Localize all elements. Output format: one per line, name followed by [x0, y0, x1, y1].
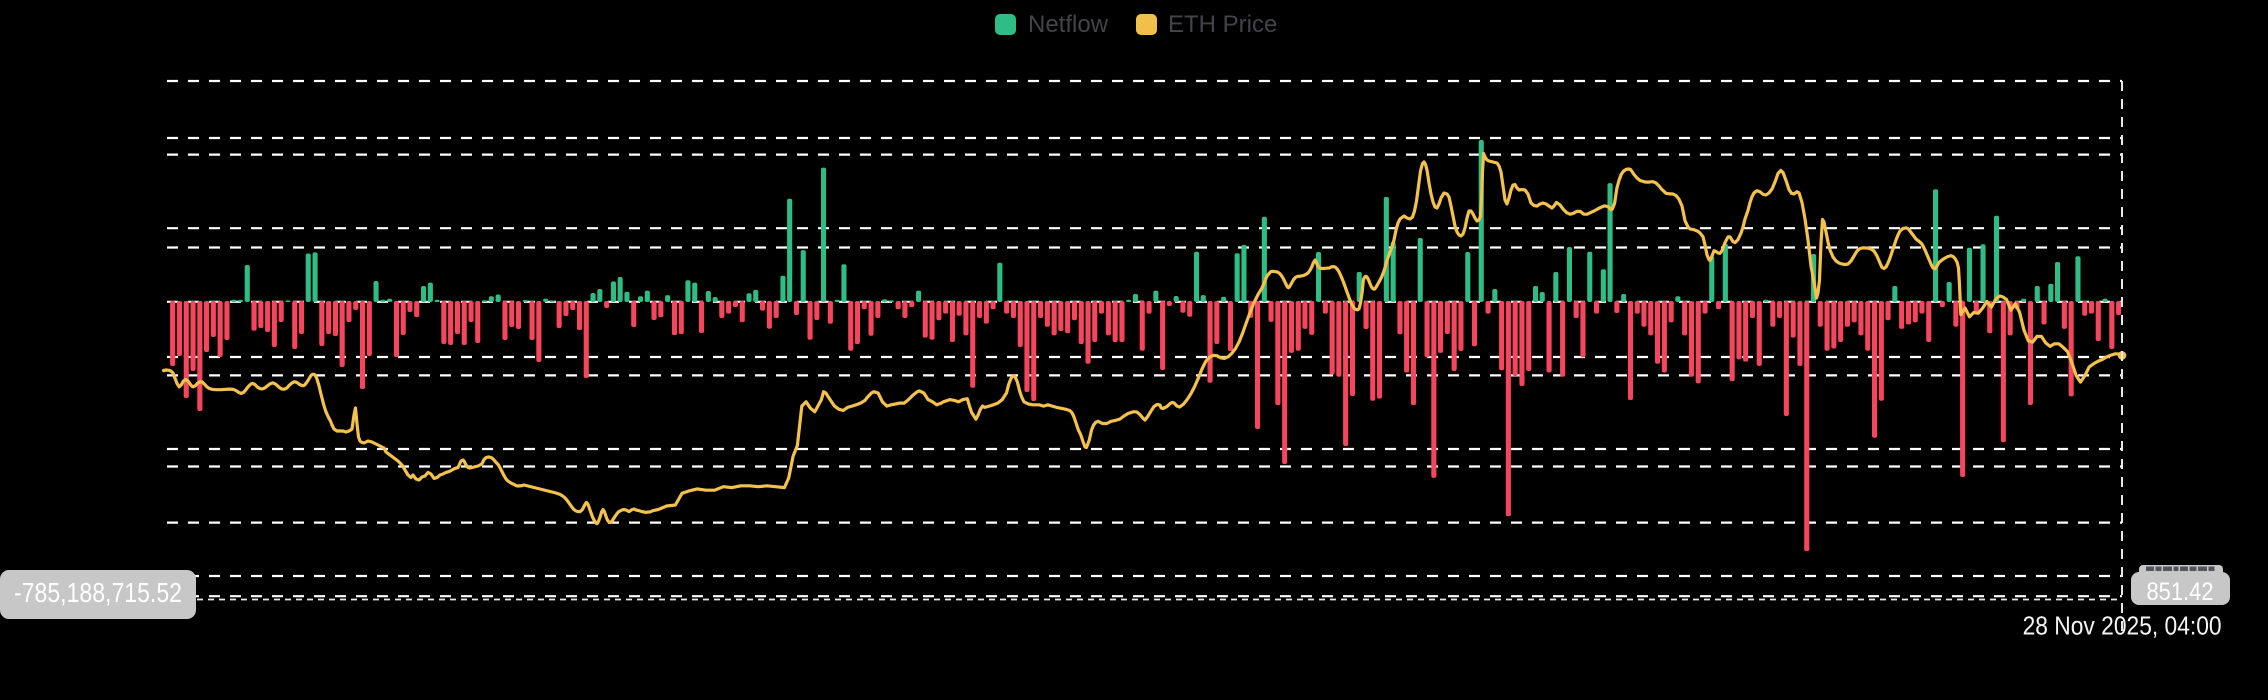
svg-text:851.42: 851.42	[2147, 578, 2214, 606]
svg-text:-785,188,715.52: -785,188,715.52	[14, 577, 182, 608]
svg-text:ETH Price: ETH Price	[1168, 11, 1277, 38]
svg-text:Netflow: Netflow	[1028, 11, 1109, 38]
svg-text:28 Nov 2025, 04:00: 28 Nov 2025, 04:00	[2023, 611, 2222, 641]
